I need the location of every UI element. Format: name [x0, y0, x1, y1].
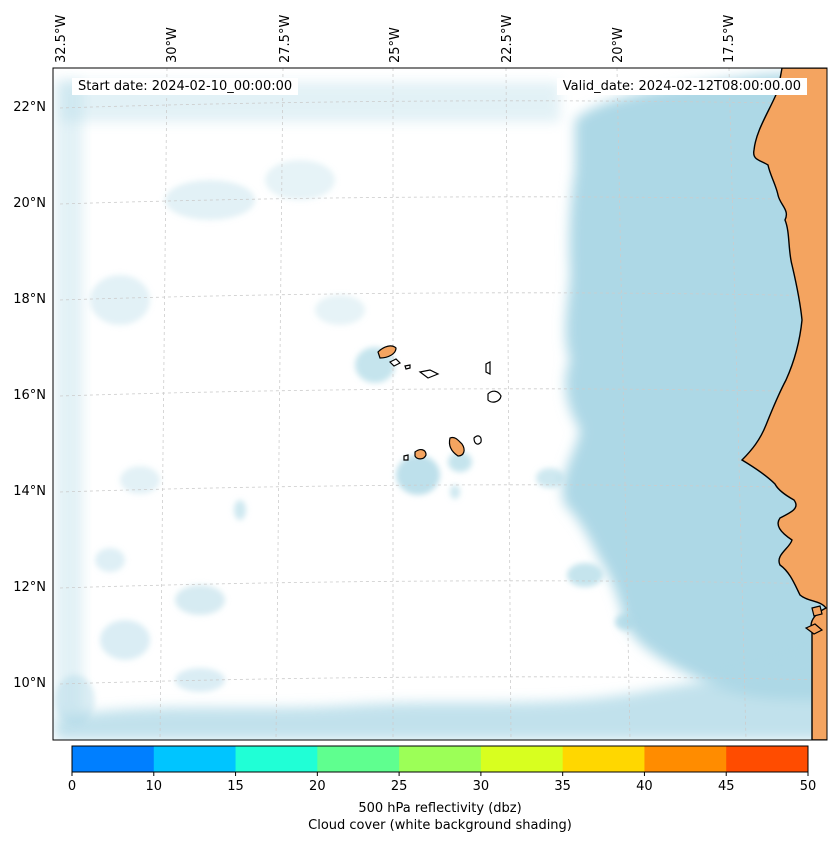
- cape-verde-islands: [377, 345, 502, 461]
- colorbar-tick-label: 10: [146, 779, 163, 794]
- lon-label: 32.5°W: [54, 15, 69, 63]
- lat-label: 20°N: [13, 196, 46, 211]
- colorbar-segments: [72, 746, 809, 772]
- colorbar-tick-label: 50: [800, 779, 817, 794]
- colorbar-segment: [562, 746, 645, 772]
- lon-label: 25°W: [388, 27, 403, 63]
- lon-label: 20°W: [611, 27, 626, 63]
- lat-label: 12°N: [13, 580, 46, 595]
- colorbar-label: 500 hPa reflectivity (dbz): [358, 801, 522, 816]
- lat-label: 14°N: [13, 484, 46, 499]
- colorbar-segment: [399, 746, 482, 772]
- colorbar-tick-label: 30: [473, 779, 490, 794]
- colorbar-tick-label: 0: [68, 779, 76, 794]
- lat-label: 10°N: [13, 676, 46, 691]
- colorbar-frame: [71, 745, 809, 773]
- valid-date-label: Valid_date: 2024-02-12T08:00:00.00: [556, 78, 807, 95]
- colorbar-segment: [726, 746, 809, 772]
- colorbar-tick-label: 45: [718, 779, 735, 794]
- colorbar-segment: [72, 746, 155, 772]
- lon-label: 27.5°W: [278, 15, 293, 63]
- map-frame: [52, 67, 828, 741]
- latitude-labels: 22°N 20°N 18°N 16°N 14°N 12°N 10°N: [13, 100, 46, 691]
- colorbar-segment: [480, 746, 564, 772]
- cloud-band-west: [55, 80, 83, 720]
- lat-label: 16°N: [13, 388, 46, 403]
- colorbar-tick-label: 15: [227, 779, 244, 794]
- longitude-labels: 32.5°W 30°W 27.5°W 25°W 22.5°W 20°W 17.5…: [54, 15, 737, 63]
- colorbar-segment: [644, 746, 727, 772]
- start-date-label: Start date: 2024-02-10_00:00:00: [72, 78, 299, 95]
- lat-label: 18°N: [13, 292, 46, 307]
- cloud-band-south: [55, 641, 827, 740]
- cloud-cover-shading: [55, 70, 827, 740]
- colorbar-sublabel: Cloud cover (white background shading): [308, 818, 572, 833]
- colorbar-tick-label: 20: [309, 779, 326, 794]
- colorbar: 0 10 15 20 25 30 35 40 45 50: [68, 745, 816, 794]
- cloud-patches: [55, 160, 635, 725]
- colorbar-tick-label: 40: [636, 779, 653, 794]
- colorbar-segment: [317, 746, 400, 772]
- colorbar-segment: [235, 746, 318, 772]
- lon-label: 17.5°W: [722, 15, 737, 63]
- cloud-mass-east: [562, 70, 827, 700]
- lon-label: 22.5°W: [500, 15, 515, 63]
- africa-coastline: [740, 68, 827, 740]
- colorbar-tick-label: 35: [554, 779, 571, 794]
- lat-label: 22°N: [13, 100, 46, 115]
- colorbar-tick-label: 25: [391, 779, 408, 794]
- colorbar-segment: [153, 746, 237, 772]
- gridlines: [53, 68, 827, 740]
- colorbar-ticks: 0 10 15 20 25 30 35 40 45 50: [68, 772, 816, 794]
- lon-label: 30°W: [165, 27, 180, 63]
